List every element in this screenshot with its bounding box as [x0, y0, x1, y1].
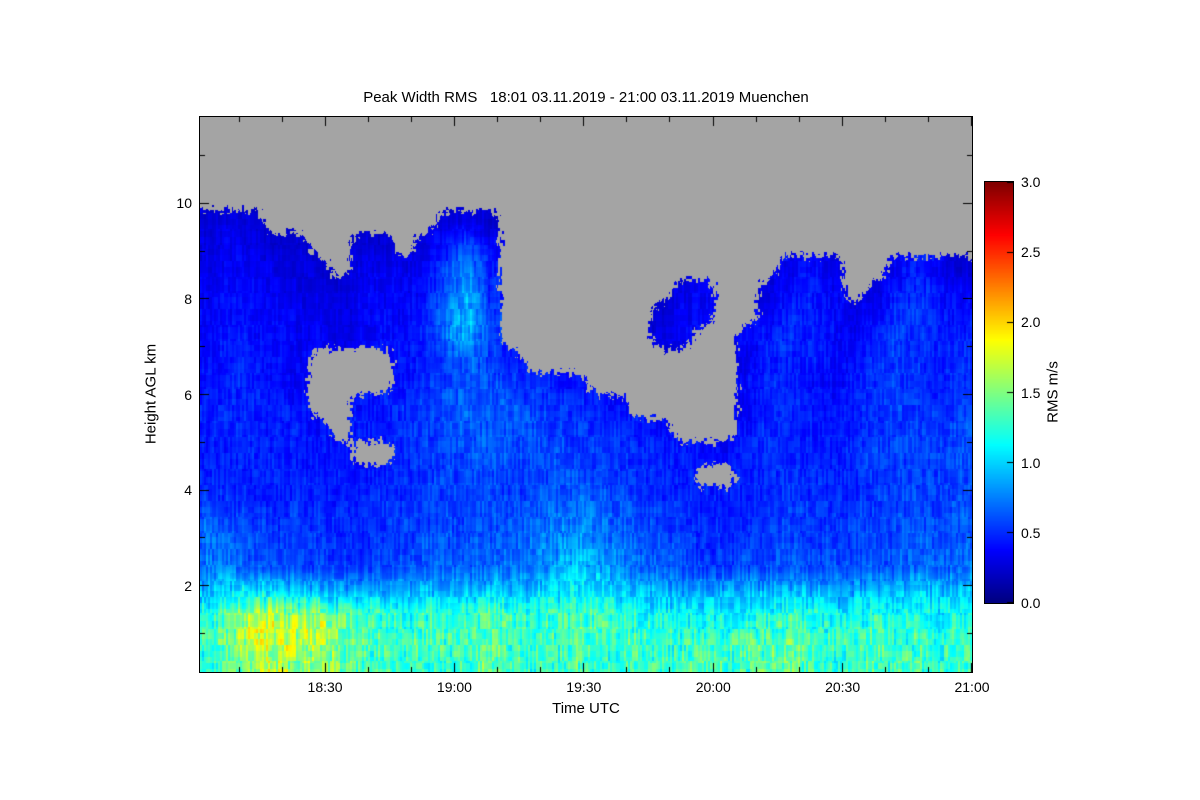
colorbar-canvas: [985, 182, 1013, 603]
x-tick-label: 21:00: [954, 679, 990, 695]
heatmap-canvas: [200, 117, 972, 672]
y-tick-label: 10: [176, 195, 192, 212]
x-axis-label: Time UTC: [552, 700, 620, 717]
colorbar-tick-label: 2.5: [1021, 244, 1041, 261]
y-tick-label: 6: [184, 386, 192, 403]
colorbar-tick-label: 0.0: [1021, 595, 1041, 611]
y-tick-label: 2: [184, 577, 192, 594]
x-tick-label: 20:30: [825, 679, 861, 695]
y-axis-label: Height AGL km: [142, 343, 160, 445]
colorbar-tick-label: 1.0: [1021, 454, 1041, 471]
x-tick-label: 19:00: [436, 679, 472, 695]
colorbar-tick-label: 3.0: [1021, 174, 1041, 190]
colorbar: [984, 181, 1014, 604]
colorbar-label: RMS m/s: [1044, 361, 1062, 423]
colorbar-tick-label: 1.5: [1021, 384, 1041, 401]
chart-title: Peak Width RMS 18:01 03.11.2019 - 21:00 …: [363, 89, 809, 106]
x-tick-label: 20:00: [695, 679, 731, 695]
colorbar-tick-label: 2.0: [1021, 314, 1041, 331]
colorbar-tick-label: 0.5: [1021, 524, 1041, 541]
y-tick-label: 8: [184, 290, 192, 307]
y-tick-label: 4: [184, 482, 192, 499]
x-tick-label: 19:30: [566, 679, 602, 695]
heatmap-plot-area: [199, 116, 973, 673]
x-tick-label: 18:30: [307, 679, 343, 695]
